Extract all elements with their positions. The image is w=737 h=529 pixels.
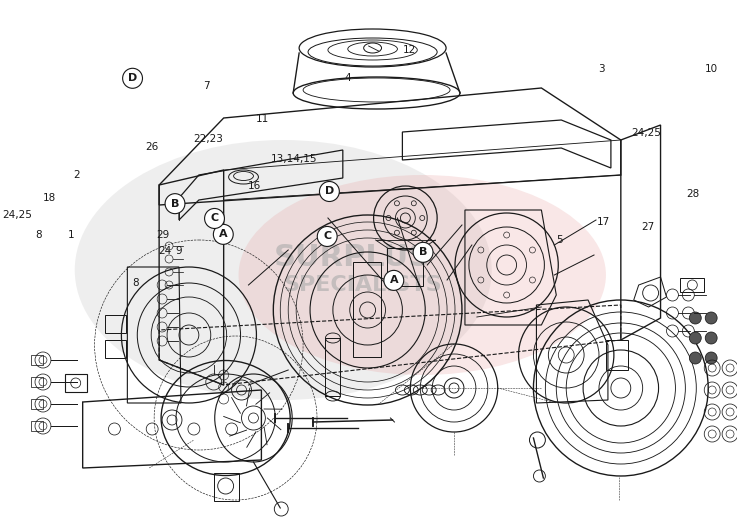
Text: D: D [325, 187, 334, 196]
Bar [325, 338, 340, 396]
Bar [31, 377, 43, 387]
Bar [31, 399, 43, 409]
Text: SPECIALISTS: SPECIALISTS [283, 275, 442, 295]
Bar [388, 248, 423, 286]
Bar [65, 374, 87, 392]
Bar [353, 262, 380, 357]
Circle shape [214, 224, 233, 244]
Text: B: B [419, 248, 427, 257]
Text: 17: 17 [597, 217, 610, 227]
Text: 26: 26 [145, 142, 158, 152]
Bar [606, 340, 628, 370]
Text: 5: 5 [556, 235, 563, 244]
Circle shape [689, 332, 701, 344]
Text: 22,23: 22,23 [194, 134, 223, 144]
Ellipse shape [74, 140, 492, 400]
Text: 1: 1 [68, 231, 74, 240]
Circle shape [319, 181, 339, 202]
Text: 11: 11 [256, 114, 270, 124]
Circle shape [413, 242, 433, 262]
Circle shape [122, 68, 142, 88]
Circle shape [205, 208, 225, 229]
Text: 24,25: 24,25 [632, 129, 661, 138]
Text: 10: 10 [705, 64, 718, 74]
Text: 27: 27 [641, 223, 654, 232]
Bar [31, 355, 43, 365]
Text: 3: 3 [598, 64, 605, 74]
Text: 16: 16 [248, 181, 261, 191]
Text: 8: 8 [35, 231, 41, 240]
Circle shape [165, 194, 185, 214]
Text: 24,25: 24,25 [3, 210, 32, 220]
Bar [214, 473, 239, 501]
Text: 7: 7 [203, 81, 210, 90]
Text: 4: 4 [344, 74, 351, 83]
Bar [31, 421, 43, 431]
Bar [680, 278, 705, 292]
Circle shape [384, 270, 404, 290]
Text: 29: 29 [156, 231, 170, 240]
Circle shape [317, 226, 337, 247]
Text: 13,14,15: 13,14,15 [271, 154, 318, 163]
Circle shape [689, 352, 701, 364]
Text: 12: 12 [402, 45, 416, 55]
Text: SURPLUS: SURPLUS [274, 243, 431, 272]
Text: B: B [171, 199, 179, 208]
Text: 24: 24 [158, 246, 172, 256]
Circle shape [705, 352, 717, 364]
Text: C: C [211, 214, 219, 223]
Text: A: A [219, 230, 228, 239]
Circle shape [689, 312, 701, 324]
Text: C: C [323, 232, 331, 241]
Circle shape [705, 332, 717, 344]
Text: 8: 8 [132, 278, 139, 288]
Text: 9: 9 [175, 246, 182, 256]
Circle shape [705, 312, 717, 324]
Text: 18: 18 [43, 193, 56, 203]
Ellipse shape [239, 175, 606, 375]
Bar [105, 315, 126, 333]
Bar [105, 340, 126, 358]
Text: 2: 2 [74, 170, 80, 179]
Text: A: A [389, 276, 398, 285]
Text: 28: 28 [686, 189, 699, 199]
Text: D: D [128, 74, 137, 83]
